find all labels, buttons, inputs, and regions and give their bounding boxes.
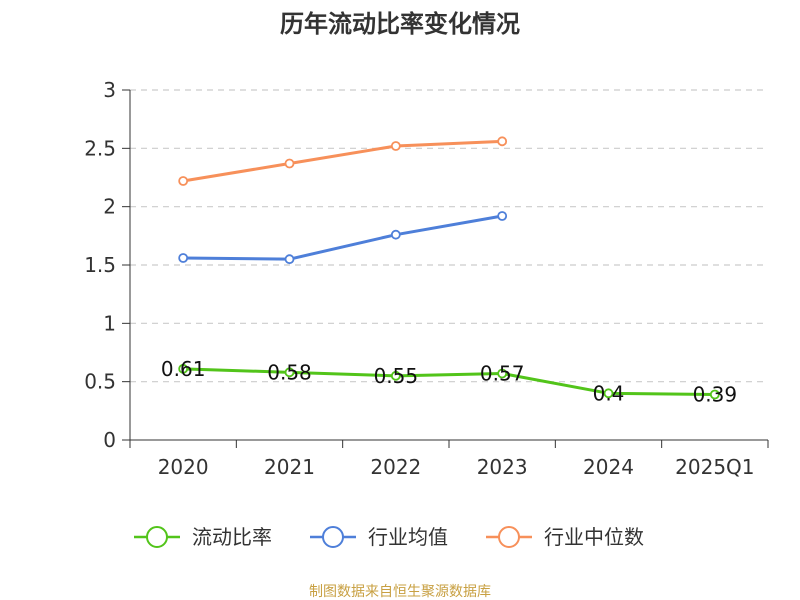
x-tick-label: 2020 bbox=[158, 455, 209, 479]
data-point bbox=[284, 367, 295, 378]
legend-swatch-circle bbox=[322, 526, 344, 548]
data-point bbox=[497, 211, 508, 221]
series-line-0 bbox=[181, 367, 717, 396]
x-tick-label: 2025Q1 bbox=[675, 455, 754, 479]
y-tick-label: 1.5 bbox=[84, 253, 116, 277]
data-point bbox=[603, 388, 614, 399]
source-note: 制图数据来自恒生聚源数据库 bbox=[309, 584, 491, 600]
legend-label: 流动比率 bbox=[192, 525, 272, 549]
data-point bbox=[178, 363, 189, 374]
data-point bbox=[497, 368, 508, 379]
y-tick-label: 3 bbox=[103, 78, 116, 102]
data-point bbox=[178, 253, 189, 263]
data-labels: 0.61 0.58 0.55 0.57 0.4 0.39 bbox=[161, 357, 737, 407]
data-point bbox=[390, 141, 401, 151]
y-tick-label: 0 bbox=[103, 428, 116, 452]
axes: 0 0.5 1 1.5 2 2.5 3 2020 2021 2022 2023 2024 2025Q1 bbox=[84, 78, 769, 479]
y-tick-label: 2.5 bbox=[84, 136, 116, 160]
legend-swatch-circle bbox=[146, 526, 168, 548]
x-tick-label: 2023 bbox=[477, 455, 528, 479]
data-point bbox=[390, 370, 401, 381]
data-point bbox=[390, 229, 401, 240]
data-label: 0.61 bbox=[161, 357, 206, 381]
legend-swatch-circle bbox=[498, 526, 520, 548]
series-line-2 bbox=[181, 139, 504, 183]
data-label: 0.55 bbox=[374, 364, 419, 388]
x-tick-label: 2022 bbox=[370, 455, 421, 479]
legend-label: 行业均值 bbox=[368, 525, 448, 549]
legend-label: 行业中位数 bbox=[544, 525, 644, 549]
series-layer bbox=[178, 136, 720, 400]
data-point bbox=[497, 136, 508, 147]
data-label: 0.57 bbox=[480, 362, 525, 386]
x-tick-label: 2021 bbox=[264, 455, 315, 479]
data-label: 0.39 bbox=[693, 383, 738, 407]
y-tick-label: 0.5 bbox=[84, 370, 116, 394]
y-tick-label: 2 bbox=[103, 195, 116, 219]
data-point bbox=[284, 254, 295, 265]
legend: 流动比率 行业均值 行业中位数 bbox=[134, 525, 644, 549]
gridlines bbox=[130, 89, 768, 383]
y-tick-label: 1 bbox=[103, 311, 116, 335]
data-label: 0.4 bbox=[593, 381, 625, 405]
data-point bbox=[284, 158, 295, 169]
data-label: 0.58 bbox=[267, 360, 312, 384]
series-line-1 bbox=[181, 214, 504, 261]
data-point bbox=[178, 176, 189, 186]
x-tick-label: 2024 bbox=[583, 455, 634, 479]
chart-title: 历年流动比率变化情况 bbox=[280, 10, 520, 38]
data-point bbox=[709, 389, 720, 400]
